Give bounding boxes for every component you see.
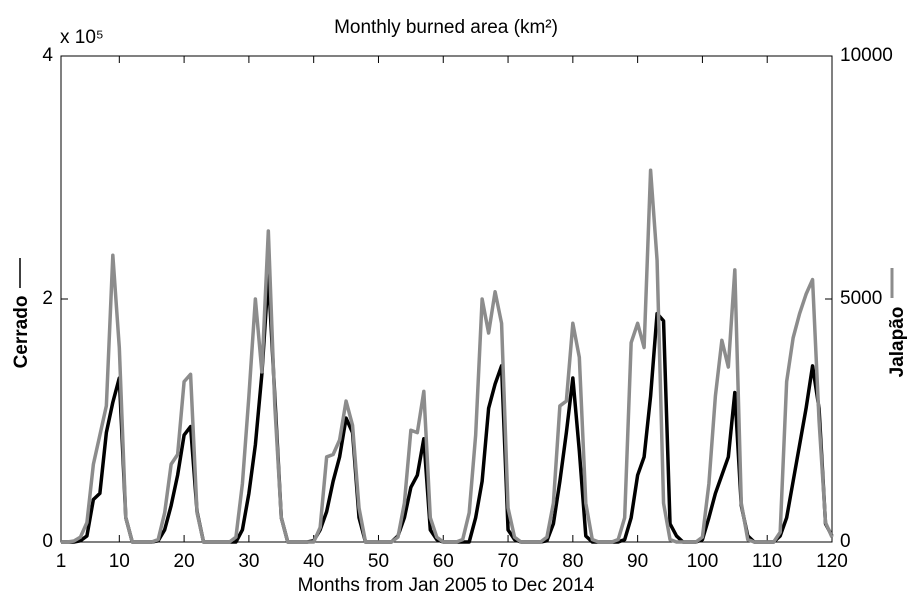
- x-tick-label: 100: [687, 551, 719, 572]
- y2-tick-label: 10000: [840, 45, 893, 66]
- x-tick-label: 30: [238, 551, 259, 572]
- x-tick-label: 50: [368, 551, 389, 572]
- x-tick-label: 40: [303, 551, 324, 572]
- x-tick-label: 1: [56, 551, 67, 572]
- y-multiplier: x 10⁵: [60, 27, 104, 48]
- legend-entry: Jalapão: [887, 268, 908, 377]
- chart-title: Monthly burned area (km²): [334, 17, 558, 38]
- x-tick-label: 80: [562, 551, 583, 572]
- y2-tick-label: 0: [840, 531, 851, 552]
- x-tick-label: 20: [174, 551, 195, 572]
- y-tick-label: 0: [42, 531, 53, 552]
- series-line: [61, 272, 834, 544]
- x-tick-label: 10: [109, 551, 130, 572]
- legend-label: Jalapão: [887, 307, 908, 378]
- y-tick-label: 2: [42, 288, 53, 309]
- x-tick-label: 120: [816, 551, 848, 572]
- plot-frame: [60, 55, 833, 543]
- x-tick-label: 60: [433, 551, 454, 572]
- x-tick-label: 70: [497, 551, 518, 572]
- legend-label: Cerrado: [11, 296, 32, 369]
- y2-tick-label: 5000: [840, 288, 882, 309]
- x-tick-label: 90: [627, 551, 648, 572]
- x-axis-label: Months from Jan 2005 to Dec 2014: [298, 575, 595, 596]
- legend-entry: Cerrado: [11, 258, 32, 368]
- x-tick-label: 110: [752, 551, 782, 572]
- series-line: [61, 168, 834, 544]
- y-tick-label: 4: [42, 45, 53, 66]
